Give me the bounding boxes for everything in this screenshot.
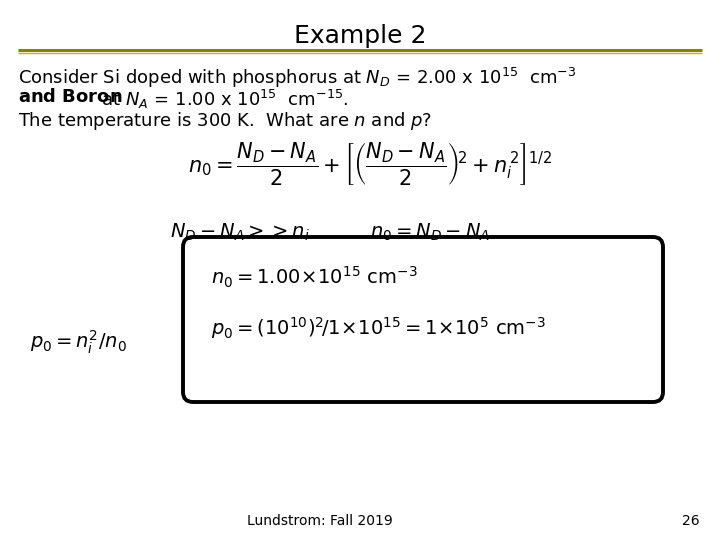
Text: at $N_A$ = 1.00 x 10$^{15}$  cm$^{-15}$.: at $N_A$ = 1.00 x 10$^{15}$ cm$^{-15}$.	[96, 88, 348, 111]
Text: $N_D - N_A >> n_i$: $N_D - N_A >> n_i$	[170, 222, 310, 244]
Text: $p_0 = \left(10^{10}\right)^2\!/1\!\times\!10^{15} = 1\!\times\!10^{5}\ \mathrm{: $p_0 = \left(10^{10}\right)^2\!/1\!\time…	[211, 315, 546, 341]
Text: $p_0 = n_i^2/n_0$: $p_0 = n_i^2/n_0$	[30, 328, 127, 356]
Text: 26: 26	[683, 514, 700, 528]
Text: $n_0 = \dfrac{N_D - N_A}{2} + \left[\left(\dfrac{N_D - N_A}{2}\right)^{\!2} + n_: $n_0 = \dfrac{N_D - N_A}{2} + \left[\lef…	[188, 140, 552, 187]
Text: Lundstrom: Fall 2019: Lundstrom: Fall 2019	[247, 514, 393, 528]
FancyBboxPatch shape	[183, 237, 663, 402]
Text: $\mathbf{and\ Boron}$: $\mathbf{and\ Boron}$	[18, 88, 122, 106]
Text: Example 2: Example 2	[294, 24, 426, 48]
Text: Consider Si doped with phosphorus at $N_D$ = 2.00 x 10$^{15}$  cm$^{-3}$: Consider Si doped with phosphorus at $N_…	[18, 66, 577, 90]
Text: The temperature is 300 K.  What are $n$ and $p$?: The temperature is 300 K. What are $n$ a…	[18, 110, 432, 132]
Text: $n_0 = N_D - N_A$: $n_0 = N_D - N_A$	[370, 222, 490, 244]
Text: $n_0 = 1.00\!\times\!10^{15}\ \mathrm{cm}^{-3}$: $n_0 = 1.00\!\times\!10^{15}\ \mathrm{cm…	[211, 265, 418, 290]
